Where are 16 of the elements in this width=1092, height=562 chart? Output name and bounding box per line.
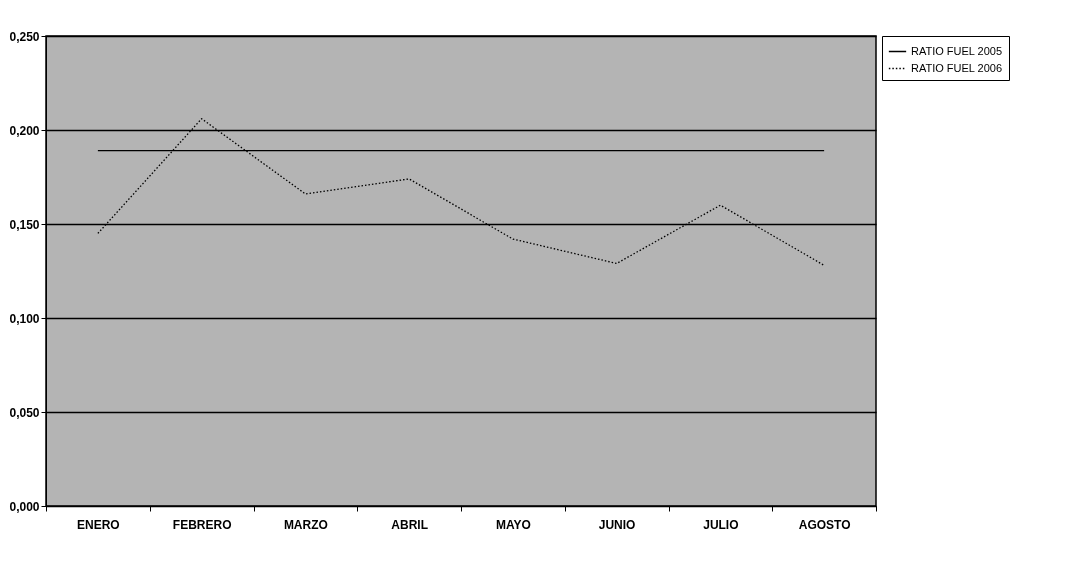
legend-label: RATIO FUEL 2006 bbox=[911, 61, 1003, 74]
y-tick-label: 0,150 bbox=[9, 217, 40, 232]
legend-label: RATIO FUEL 2005 bbox=[911, 44, 1003, 57]
y-tick-label: 0,050 bbox=[9, 405, 40, 420]
x-tick-label: JUNIO bbox=[598, 517, 636, 532]
y-tick-label: 0,100 bbox=[9, 311, 40, 326]
x-tick-label: FEBRERO bbox=[172, 517, 232, 532]
y-tick-label: 0,000 bbox=[9, 499, 40, 514]
x-tick-label: JULIO bbox=[703, 517, 739, 532]
y-tick-label: 0,250 bbox=[9, 29, 40, 44]
x-tick-label: MARZO bbox=[283, 517, 328, 532]
x-tick-label: AGOSTO bbox=[798, 517, 851, 532]
y-tick-label: 0,200 bbox=[9, 123, 40, 138]
x-tick-label: ENERO bbox=[77, 517, 120, 532]
x-tick-label: MAYO bbox=[495, 517, 531, 532]
x-tick-label: ABRIL bbox=[391, 517, 428, 532]
